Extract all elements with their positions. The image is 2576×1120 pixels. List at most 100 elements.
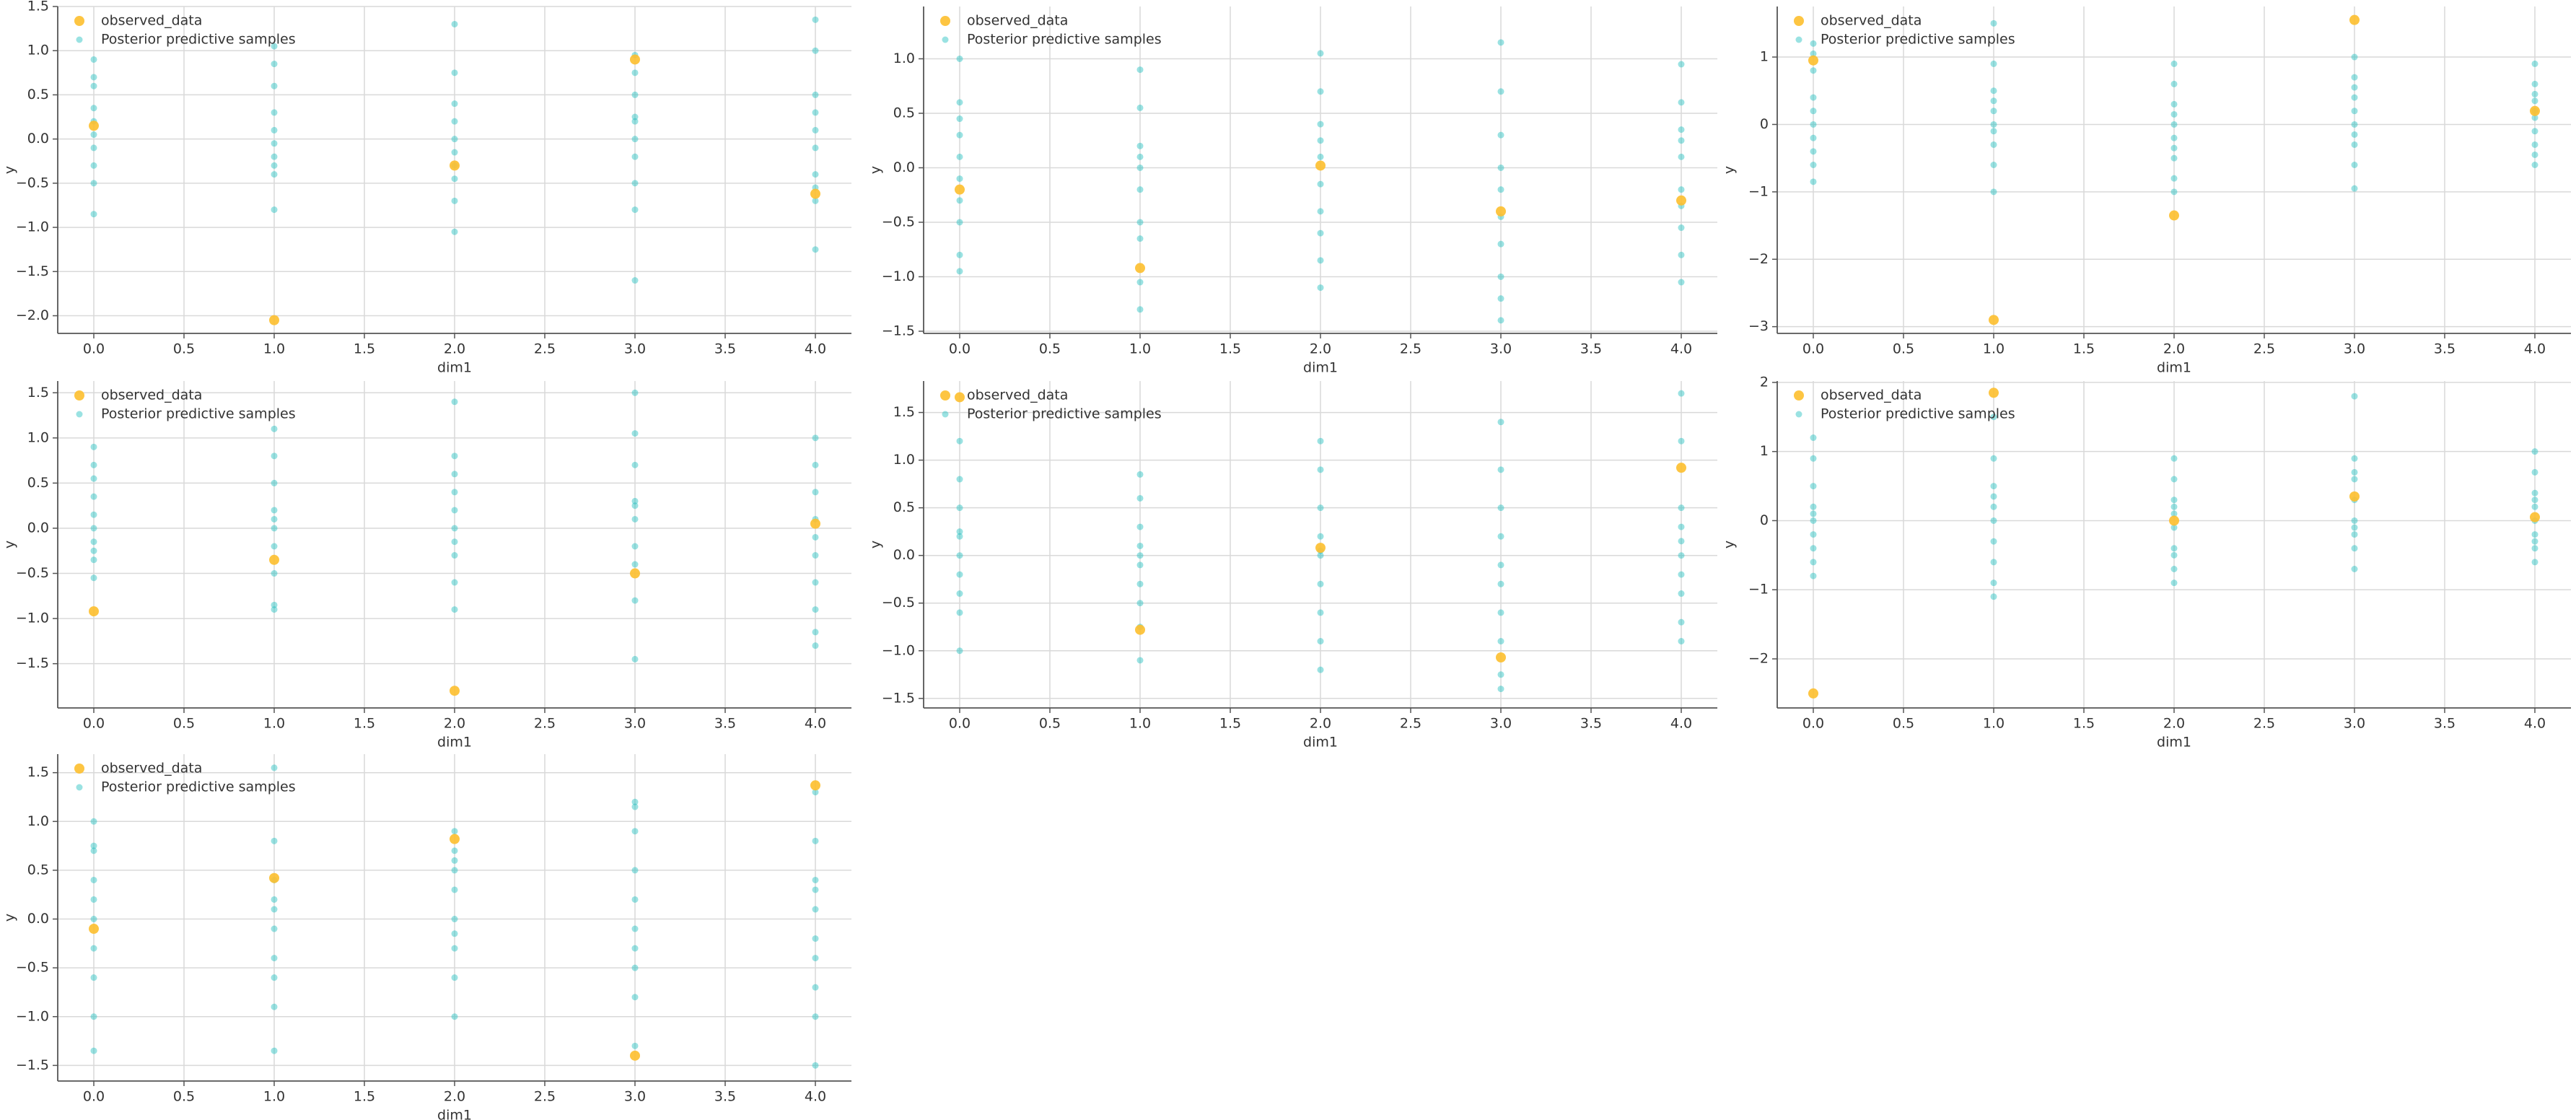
sample-point [1497,466,1504,473]
sample-point [812,552,819,559]
sample-point [1678,99,1685,106]
sample-point [1136,66,1144,74]
sample-point [631,430,639,437]
y-tick-label: 1.5 [27,0,49,14]
observed-point [630,54,640,65]
sample-point [451,886,458,893]
sample-point [271,525,278,532]
sample-point [1497,419,1504,426]
sample-point [271,974,278,981]
sample-point [271,906,278,913]
sample-point [2531,545,2538,552]
subplot: −3 −2 −1 0 1 0.0 0.5 1.0 1.5 2.0 2.5 3.0 3.5 4.0 dim1 y… [1722,6,2571,376]
sample-point [2531,468,2538,476]
observed-point [955,392,965,403]
sample-point [2351,565,2358,572]
sample-point [90,211,97,218]
observed-point [2530,105,2540,116]
sample-point [90,461,97,468]
sample-point [271,479,278,486]
x-axis-label: dim1 [437,1108,472,1120]
x-axis-label: dim1 [437,360,472,376]
sample-point [1810,483,1817,490]
x-tick-label: 1.0 [1983,716,2005,732]
y-axis-label: y [1722,541,1738,548]
sample-point [1678,552,1685,559]
sample-point [1810,572,1817,579]
sample-point [2170,80,2178,87]
sample-point [631,945,639,952]
sample-point [2351,476,2358,483]
sample-point [90,131,97,139]
observed-point [810,780,820,791]
sample-point [1990,97,1997,105]
sample-point [1497,671,1504,678]
sample-point [956,533,963,540]
sample-point [1810,531,1817,538]
x-tick-label: 4.0 [1670,716,1692,732]
sample-point [2531,128,2538,135]
sample-point [90,74,97,81]
sample-point [956,528,963,535]
sample-point [90,511,97,518]
y-axis-label: y [2,914,18,922]
x-tick-label: 1.0 [1129,341,1151,357]
x-tick-label: 4.0 [805,716,826,732]
observed-point [1808,55,1818,66]
sample-point [271,162,278,169]
sample-point [451,857,458,864]
observed-point [1989,388,1999,398]
observed-point [1989,315,1999,325]
observed-point [2349,14,2360,25]
sample-point [631,502,639,509]
sample-point [1990,538,1997,545]
sample-point [631,803,639,810]
sample-point [956,153,963,160]
subplot: −2 −1 0 1 2 0.0 0.5 1.0 1.5 2.0 2.5 3.0 3.5 4.0 dim1 y o… [1722,374,2571,751]
y-axis-label: y [1722,166,1738,174]
sample-point [451,136,458,143]
x-axis-label: dim1 [2157,360,2191,376]
sample-point [1810,455,1817,462]
observed-point [269,554,279,565]
sample-point [90,493,97,500]
y-tick-label: −2 [1748,651,1769,667]
sample-point [812,837,819,844]
sample-point [1317,137,1324,144]
legend-marker [74,390,84,401]
sample-point [1497,504,1504,512]
sample-point [271,543,278,550]
sample-point [631,828,639,835]
sample-point [1990,493,1997,500]
y-tick-label: −1.0 [16,611,49,626]
y-tick-label: −1.0 [882,268,915,284]
sample-point [2170,551,2178,559]
sample-point [812,955,819,962]
observed-point [450,160,460,171]
sample-point [1990,483,1997,490]
observed-point [1676,195,1686,206]
legend-marker [76,411,83,418]
sample-point [631,113,639,121]
sample-point [956,115,963,123]
x-tick-label: 2.5 [534,1089,556,1105]
sample-point [451,471,458,478]
observed-point [1315,160,1326,171]
sample-point [1497,580,1504,587]
sample-point [2170,134,2178,141]
y-tick-label: 1.0 [27,43,49,58]
x-tick-label: 2.5 [1400,341,1421,357]
sample-point [2531,531,2538,538]
sample-point [812,579,819,586]
observed-point [89,924,99,935]
sample-point [1678,523,1685,530]
x-tick-label: 3.5 [714,341,736,357]
x-axis-label: dim1 [2157,735,2191,751]
x-tick-label: 3.0 [2344,716,2365,732]
y-tick-label: 0.0 [27,520,49,535]
sample-point [1136,142,1144,149]
x-tick-label: 4.0 [805,1089,826,1105]
legend-marker [74,16,84,26]
x-tick-label: 3.5 [1580,716,1602,732]
sample-point [812,984,819,991]
